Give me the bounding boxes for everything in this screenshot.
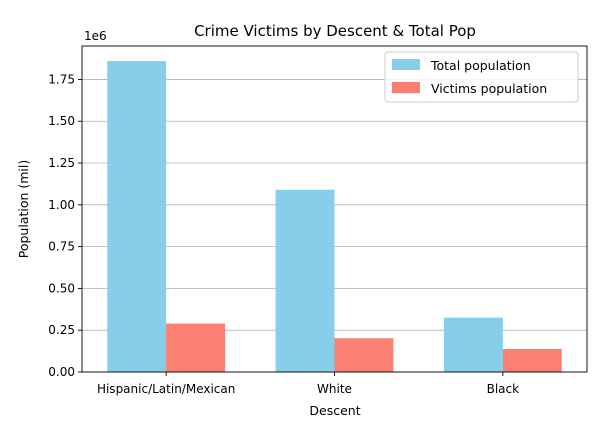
x-tick-label-0: Hispanic/Latin/Mexican: [97, 382, 235, 396]
bars: [107, 61, 562, 373]
y-axis-label: Population (mil): [16, 160, 31, 259]
x-tick-label-1: White: [317, 382, 352, 396]
y-tick-label-0: 0.00: [48, 365, 75, 379]
y-tick-label-3: 0.75: [48, 240, 75, 254]
x-axis-label: Descent: [309, 403, 360, 418]
bar-victims-population-0: [166, 323, 226, 372]
y-tick-label-6: 1.50: [48, 114, 75, 128]
legend-frame: [384, 51, 579, 103]
y-tick-label-4: 1.00: [48, 198, 75, 212]
bar-total-population-2: [443, 317, 503, 372]
legend-label-total-population: Total population: [430, 58, 531, 73]
bar-victims-population-2: [502, 348, 562, 372]
legend-swatch-victims-population: [392, 82, 420, 93]
y-axis-offset-text: 1e6: [84, 29, 107, 43]
legend-label-victims-population: Victims population: [431, 81, 547, 96]
x-tick-label-2: Black: [487, 382, 520, 396]
x-ticks: Hispanic/Latin/Mexican White Black: [97, 372, 519, 396]
y-tick-label-1: 0.25: [48, 323, 75, 337]
bar-total-population-0: [107, 61, 167, 373]
y-ticks: 0.00 0.25 0.50 0.75 1.00 1.25 1.50 1.75: [48, 72, 82, 379]
legend-swatch-total-population: [392, 59, 420, 70]
bar-total-population-1: [275, 189, 335, 372]
chart-title: Crime Victims by Descent & Total Pop: [194, 22, 476, 40]
y-tick-label-7: 1.75: [48, 72, 75, 86]
bar-victims-population-1: [334, 338, 394, 372]
y-tick-label-2: 0.50: [48, 281, 75, 295]
y-tick-label-5: 1.25: [48, 156, 75, 170]
legend: Total population Victims population: [384, 51, 579, 103]
